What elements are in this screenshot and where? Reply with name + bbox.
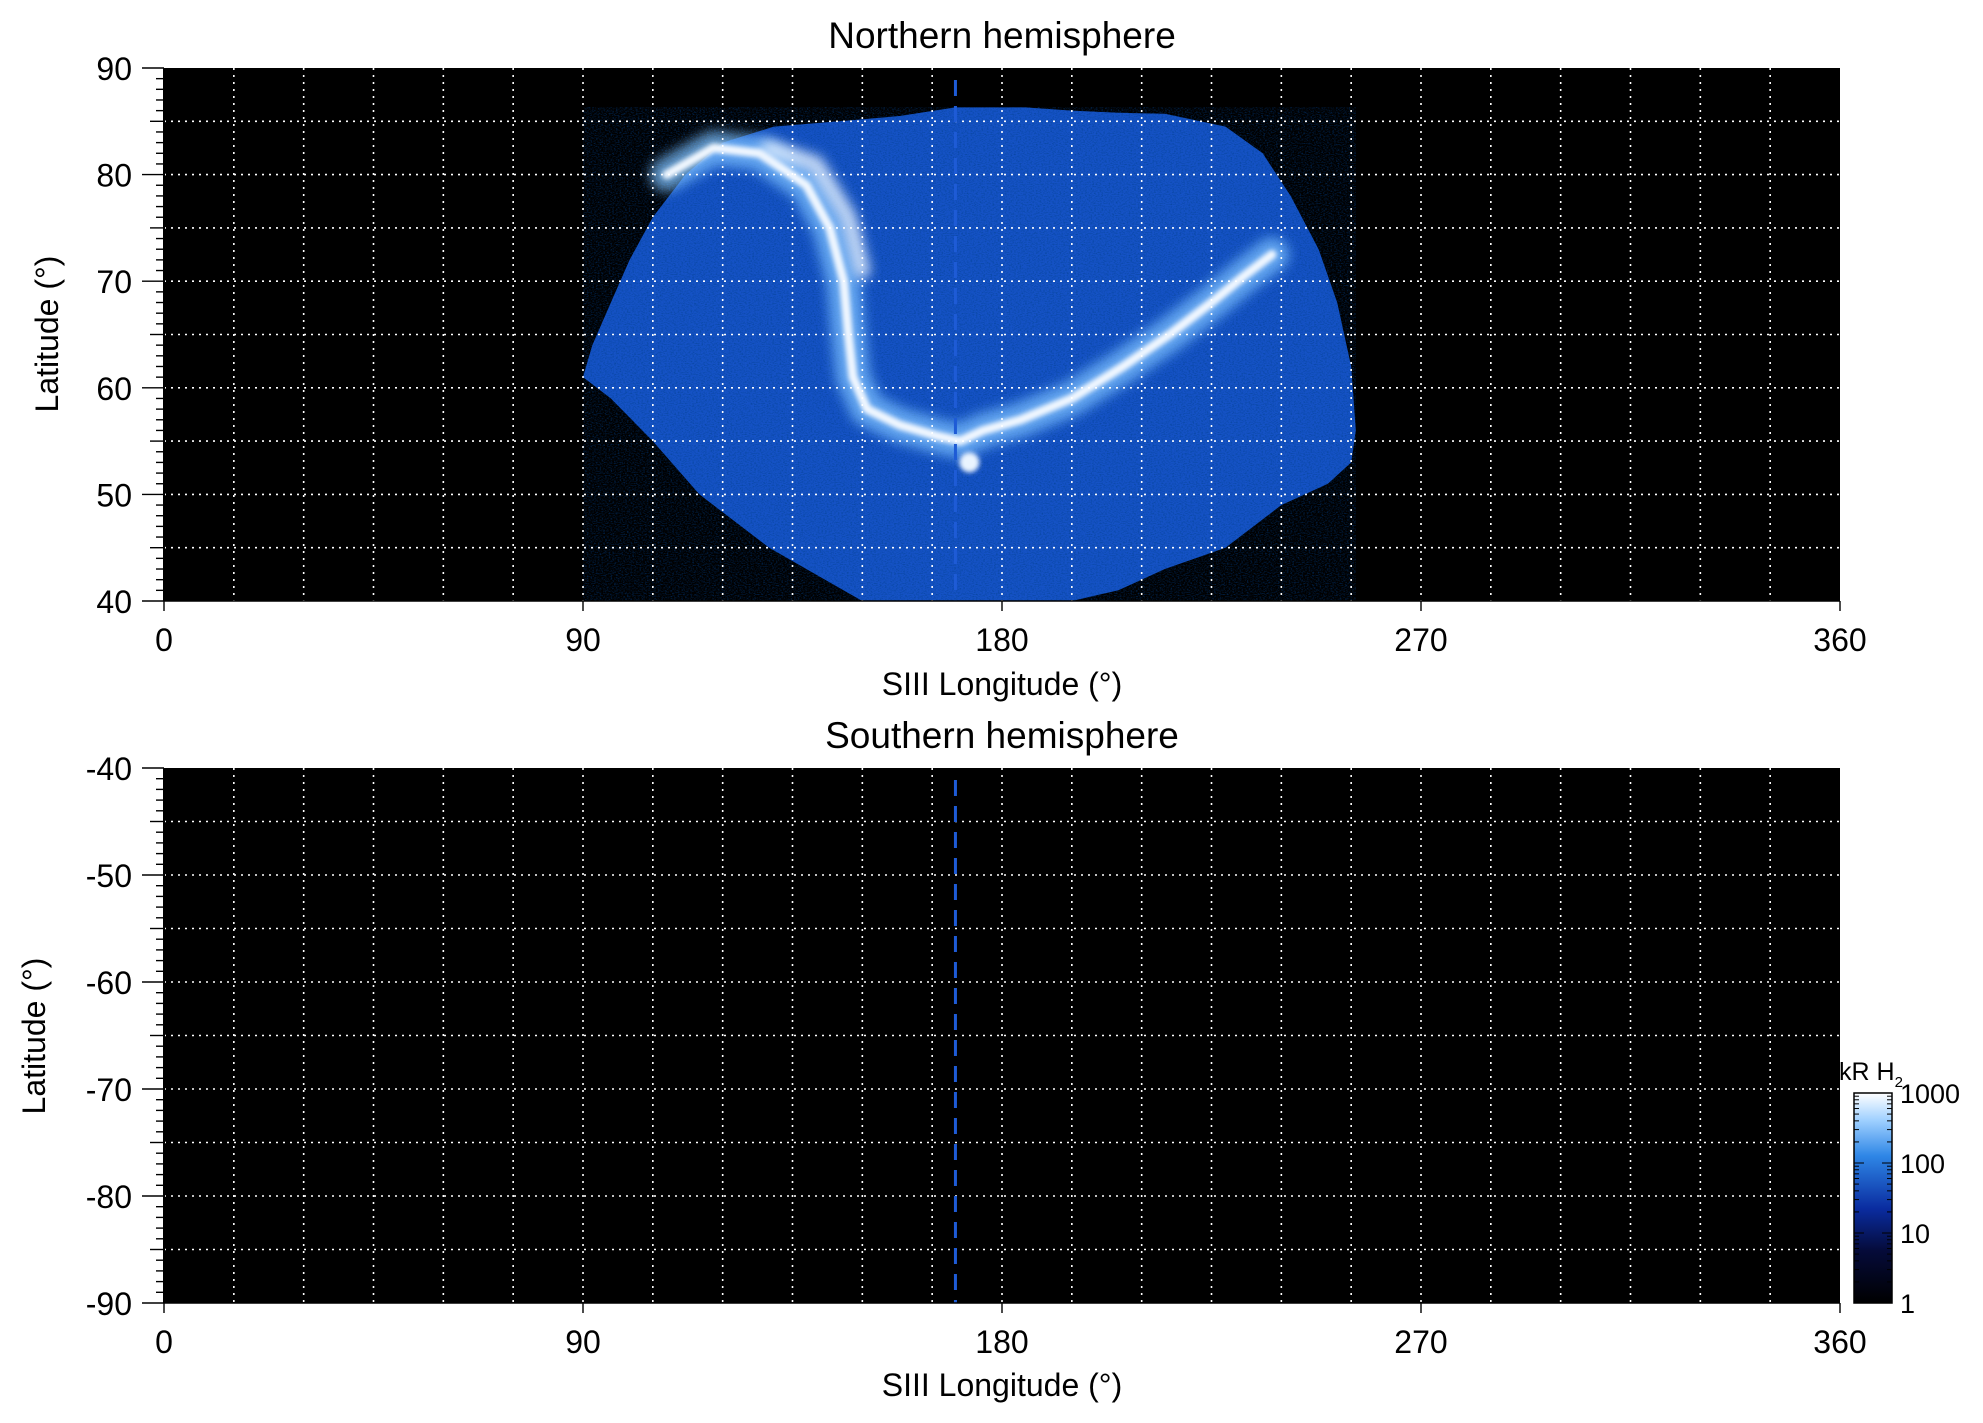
- south-y-tick-label: -90: [86, 1286, 132, 1322]
- north-x-tick-label: 0: [155, 622, 173, 658]
- south-y-tick-label: -80: [86, 1179, 132, 1215]
- colorbar-label: kR H2: [1839, 1058, 1903, 1091]
- north-x-tick-label: 270: [1394, 622, 1447, 658]
- south-x-tick-label: 0: [155, 1324, 173, 1360]
- north-y-tick-label: 50: [96, 477, 132, 513]
- south-panel: Southern hemisphere -40 -50 -60 -70 -80 -90 0 9…: [16, 715, 1867, 1403]
- south-y-tick-label: -40: [86, 751, 132, 787]
- south-grid: [164, 768, 1840, 1303]
- south-x-axis-label: SIII Longitude (°): [882, 1367, 1122, 1403]
- south-x-tick-label: 180: [975, 1324, 1028, 1360]
- colorbar-label-subscript: 2: [1895, 1074, 1903, 1091]
- colorbar-tick-label: 1: [1900, 1289, 1915, 1319]
- colorbar-tick-label: 1000: [1900, 1079, 1960, 1109]
- north-axes: 40 50 60 70 80 90 0 90 180 270 360: [96, 51, 1866, 658]
- north-coverage-texture: [583, 107, 1356, 601]
- north-x-tick-label: 360: [1813, 622, 1866, 658]
- colorbar-tick-label: 10: [1900, 1219, 1930, 1249]
- north-y-axis-label: Latitude (°): [29, 256, 65, 413]
- north-footprint-spot: [959, 452, 980, 473]
- south-x-tick-label: 270: [1394, 1324, 1447, 1360]
- north-x-tick-label: 180: [975, 622, 1028, 658]
- south-y-axis-label: Latitude (°): [16, 958, 52, 1115]
- south-axes: -40 -50 -60 -70 -80 -90 0 90 180 270 360: [86, 751, 1867, 1360]
- south-y-tick-label: -70: [86, 1072, 132, 1108]
- south-y-tick-label: -50: [86, 858, 132, 894]
- north-x-axis-label: SIII Longitude (°): [882, 666, 1122, 702]
- north-title: Northern hemisphere: [828, 15, 1176, 56]
- north-grid: [164, 68, 1840, 601]
- colorbar-ticks: 1000 100 10 1: [1854, 1079, 1960, 1319]
- south-y-tick-label: -60: [86, 965, 132, 1001]
- colorbar-tick-label: 100: [1900, 1149, 1945, 1179]
- colorbar-gradient: [1853, 1092, 1893, 1304]
- north-y-tick-label: 60: [96, 371, 132, 407]
- north-y-tick-label: 40: [96, 584, 132, 620]
- north-panel: Northern hemisphere 40 50 60 70 80 90 0 90 180 27…: [29, 15, 1867, 702]
- north-main-oval: [662, 143, 1277, 446]
- north-y-tick-label: 80: [96, 158, 132, 194]
- south-x-tick-label: 90: [565, 1324, 601, 1360]
- north-secondary-arc: [761, 139, 871, 279]
- north-y-tick-label: 90: [96, 51, 132, 87]
- north-aurora: [583, 107, 1356, 601]
- north-y-tick-label: 70: [96, 264, 132, 300]
- south-title: Southern hemisphere: [825, 715, 1179, 756]
- colorbar: kR H2 1000 100 10 1: [1839, 1058, 1960, 1319]
- south-x-tick-label: 360: [1813, 1324, 1866, 1360]
- north-x-tick-label: 90: [565, 622, 601, 658]
- colorbar-label-text: kR H: [1839, 1058, 1895, 1086]
